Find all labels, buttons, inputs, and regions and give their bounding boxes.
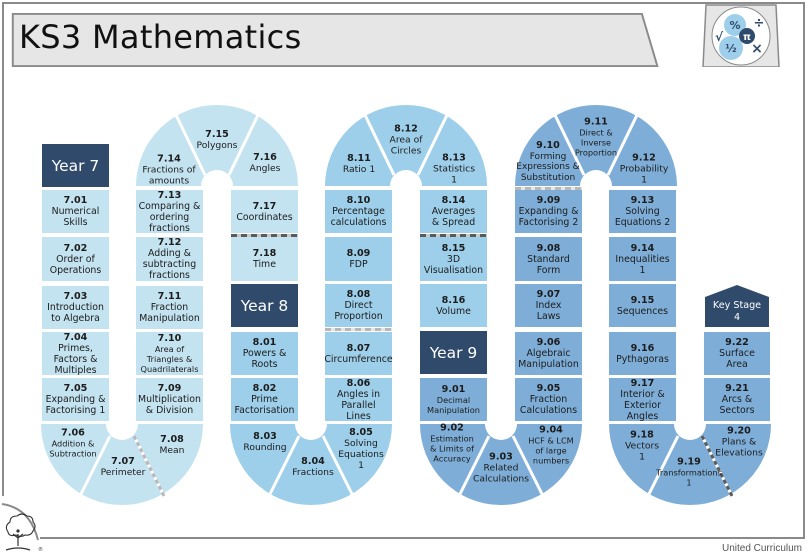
topic-9-21[interactable]: 9.21 Arcs & Sectors <box>704 378 770 421</box>
topic-9-12[interactable]: 9.12 Probability 1 <box>619 152 669 186</box>
ks4-arrow <box>705 285 769 327</box>
year-9-heading: Year 9 <box>420 331 487 374</box>
brand-footer: United Curriculum <box>721 543 802 554</box>
topic-9-09[interactable]: 9.09 Expanding & Factorising 2 <box>515 190 582 233</box>
arch-year8-bottom <box>230 424 392 505</box>
topic-7-18[interactable]: 7.18 Time <box>231 237 298 281</box>
topic-9-18[interactable]: 9.18 Vectors 1 <box>624 429 660 463</box>
arch-year8-top <box>325 105 487 186</box>
topic-9-17[interactable]: 9.17 Interior & Exterior Angles <box>609 378 676 422</box>
topic-8-10[interactable]: 8.10 Percentage calculations <box>325 190 392 233</box>
topic-8-13[interactable]: 8.13 Statistics 1 <box>433 152 475 186</box>
topic-8-03[interactable]: 8.03 Rounding <box>243 431 287 453</box>
topic-9-14[interactable]: 9.14 Inequalities 1 <box>609 237 676 281</box>
topic-8-09[interactable]: 8.09 FDP <box>325 237 392 281</box>
topic-7-15[interactable]: 7.15 Polygons <box>196 129 238 151</box>
svg-text:×: × <box>751 41 763 57</box>
topic-9-07[interactable]: 9.07 Index Laws <box>515 284 582 327</box>
topic-8-16[interactable]: 8.16 Volume <box>420 284 487 327</box>
topic-8-05[interactable]: 8.05 Solving Equations 1 <box>338 427 384 471</box>
topic-7-14[interactable]: 7.14 Fractions of amounts <box>142 153 196 187</box>
topic-8-01[interactable]: 8.01 Powers & Roots <box>231 332 298 375</box>
topic-9-10[interactable]: 9.10 Forming Expressions & Substitution <box>516 140 580 183</box>
arch-year9-bottom-2 <box>609 424 771 505</box>
topic-7-16[interactable]: 7.16 Angles <box>249 152 281 174</box>
topic-9-06[interactable]: 9.06 Algebraic Manipulation <box>515 332 582 375</box>
year-8-heading: Year 8 <box>231 284 298 327</box>
topic-7-11[interactable]: 7.11 Fraction Manipulation <box>136 286 203 329</box>
arch-year7-bottom <box>41 424 203 505</box>
half-term-divider <box>420 234 487 237</box>
svg-text:÷: ÷ <box>754 16 765 31</box>
topic-7-09[interactable]: 7.09 Multiplication & Division <box>136 378 203 421</box>
svg-text:®: ® <box>38 546 43 553</box>
topic-8-14[interactable]: 8.14 Averages & Spread <box>420 190 487 233</box>
maths-symbols-icon: % π ½ ÷ √ × <box>702 4 780 67</box>
svg-text:%: % <box>729 19 740 32</box>
topic-7-01[interactable]: 7.01 Numerical Skills <box>42 190 109 233</box>
topic-9-20[interactable]: 9.20 Plans & Elevations <box>715 425 763 459</box>
topic-7-03[interactable]: 7.03 Introduction to Algebra <box>42 286 109 329</box>
topic-8-08[interactable]: 8.08 Direct Proportion <box>325 284 392 327</box>
svg-text:π: π <box>743 32 751 43</box>
topic-7-10[interactable]: 7.10 Area of Triangles & Quadrilaterals <box>136 332 203 375</box>
topic-8-04[interactable]: 8.04 Fractions <box>292 456 334 478</box>
topic-7-04[interactable]: 7.04 Primes, Factors & Multiples <box>42 332 109 376</box>
topic-7-07[interactable]: 7.07 Perimeter <box>100 456 146 478</box>
topic-7-05[interactable]: 7.05 Expanding & Factorising 1 <box>42 378 109 421</box>
tree-person-logo-icon: ® <box>0 496 43 553</box>
topic-9-15[interactable]: 9.15 Sequences <box>609 284 676 327</box>
topic-9-04[interactable]: 9.04 HCF & LCM of large numbers <box>528 424 574 466</box>
topic-7-13[interactable]: 7.13 Comparing & ordering fractions <box>136 190 203 234</box>
topic-7-02[interactable]: 7.02 Order of Operations <box>42 237 109 281</box>
topic-9-11[interactable]: 9.11 Direct & Inverse Proportion <box>574 116 618 158</box>
half-term-divider <box>325 328 392 331</box>
topic-7-17[interactable]: 7.17 Coordinates <box>231 190 298 233</box>
page-frame <box>2 2 805 539</box>
svg-text:½: ½ <box>725 42 736 55</box>
topic-9-05[interactable]: 9.05 Fraction Calculations <box>515 378 582 421</box>
topic-7-08[interactable]: 7.08 Mean <box>159 434 185 456</box>
page-title: KS3 Mathematics <box>19 18 302 56</box>
title-bar <box>11 13 659 68</box>
topic-7-06[interactable]: 7.06 Addition & Subtraction <box>49 427 97 459</box>
topic-9-13[interactable]: 9.13 Solving Equations 2 <box>609 190 676 233</box>
key-stage-4-heading: Key Stage 4 <box>712 300 762 323</box>
topic-9-19[interactable]: 9.19 Transformations 1 <box>656 456 722 488</box>
year-7-heading: Year 7 <box>42 144 109 187</box>
topic-9-01[interactable]: 9.01 Decimal Manipulation <box>420 378 487 421</box>
topic-9-22[interactable]: 9.22 Surface Area <box>704 332 770 375</box>
topic-8-07[interactable]: 8.07 Circumference <box>324 332 393 375</box>
svg-text:√: √ <box>715 30 724 44</box>
arch-year9-top <box>515 105 677 186</box>
half-term-divider <box>515 187 582 190</box>
topic-9-08[interactable]: 9.08 Standard Form <box>515 237 582 281</box>
topic-9-03[interactable]: 9.03 Related Calculations <box>472 451 530 485</box>
topic-8-12[interactable]: 8.12 Area of Circles <box>389 123 423 157</box>
half-term-divider <box>231 234 298 237</box>
topic-8-06[interactable]: 8.06 Angles in Parallel Lines <box>325 378 392 422</box>
topic-8-02[interactable]: 8.02 Prime Factorisation <box>231 378 298 421</box>
topic-8-15[interactable]: 8.15 3D Visualisation <box>420 237 487 281</box>
topic-9-16[interactable]: 9.16 Pythagoras <box>609 332 676 375</box>
topic-8-11[interactable]: 8.11 Ratio 1 <box>342 153 376 175</box>
topic-7-12[interactable]: 7.12 Adding & subtracting fractions <box>136 237 203 281</box>
arch-year9-bottom <box>420 424 582 505</box>
arch-year7-top <box>136 105 298 186</box>
topic-9-02[interactable]: 9.02 Estimation & Limits of Accuracy <box>429 422 475 464</box>
